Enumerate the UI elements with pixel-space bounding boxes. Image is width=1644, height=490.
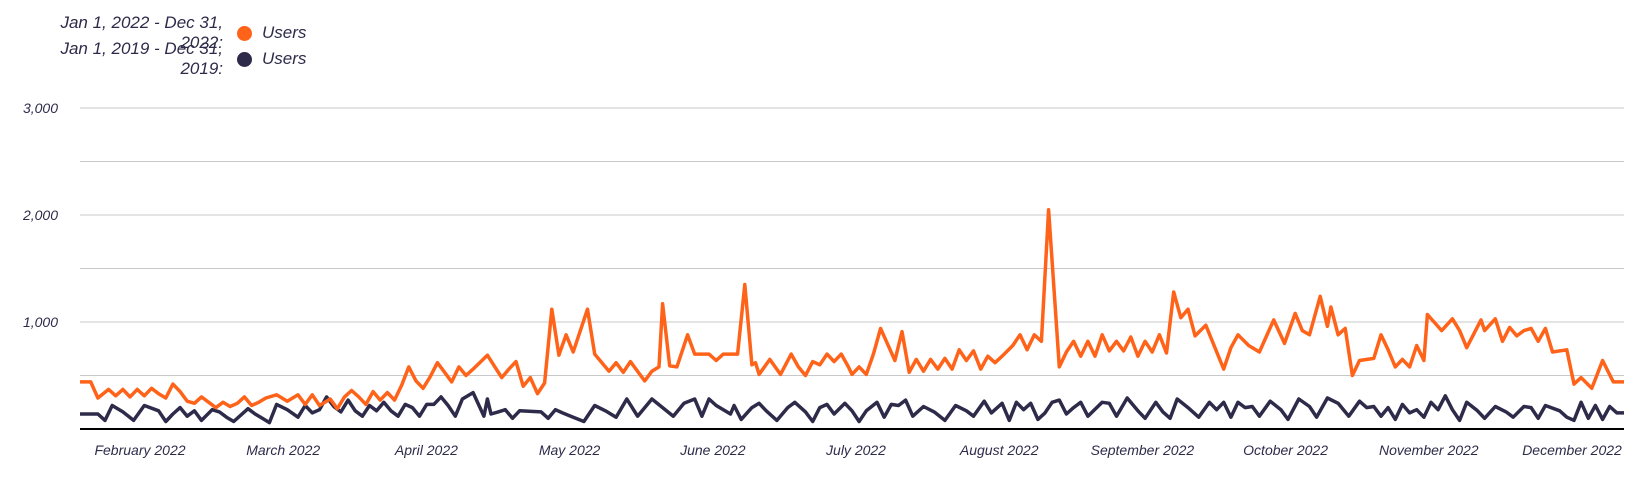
- legend-series-label: Users: [262, 23, 307, 42]
- legend: Jan 1, 2022 - Dec 31, 2022: Users Jan 1,…: [18, 13, 307, 78]
- legend-item-2019[interactable]: Jan 1, 2019 - Dec 31, 2019: Users: [18, 39, 307, 78]
- y-tick-label: 3,000: [23, 100, 58, 116]
- x-tick-label: June 2022: [679, 442, 746, 458]
- grid-lines: [80, 107, 1624, 430]
- x-tick-label: September 2022: [1091, 442, 1195, 458]
- x-tick-label: November 2022: [1379, 442, 1479, 458]
- legend-period-label: Jan 1, 2019 - Dec 31, 2019:: [60, 39, 223, 78]
- y-tick-label: 1,000: [23, 314, 58, 330]
- legend-series-label: Users: [262, 49, 307, 68]
- x-tick-label: October 2022: [1243, 442, 1328, 458]
- x-tick-label: May 2022: [539, 442, 601, 458]
- series-line-2019[interactable]: [80, 390, 1624, 425]
- legend-dot-icon: [237, 25, 252, 41]
- y-tick-label: 2,000: [22, 207, 58, 223]
- x-tick-label: December 2022: [1522, 442, 1622, 458]
- x-tick-label: March 2022: [246, 442, 320, 458]
- x-axis: February 2022 March 2022 April 2022 May 202…: [94, 442, 1622, 458]
- legend-item-2022[interactable]: Jan 1, 2022 - Dec 31, 2022: Users: [18, 13, 307, 52]
- legend-dot-icon: [237, 51, 252, 67]
- series-lines: [80, 207, 1624, 425]
- x-tick-label: February 2022: [94, 442, 185, 458]
- x-tick-label: July 2022: [825, 442, 886, 458]
- y-axis: 1,000 2,000 3,000: [22, 100, 58, 330]
- x-tick-label: August 2022: [959, 442, 1039, 458]
- legend-period-label: Jan 1, 2022 - Dec 31, 2022:: [60, 13, 223, 52]
- x-tick-label: April 2022: [394, 442, 458, 458]
- series-line-2022[interactable]: [80, 207, 1624, 411]
